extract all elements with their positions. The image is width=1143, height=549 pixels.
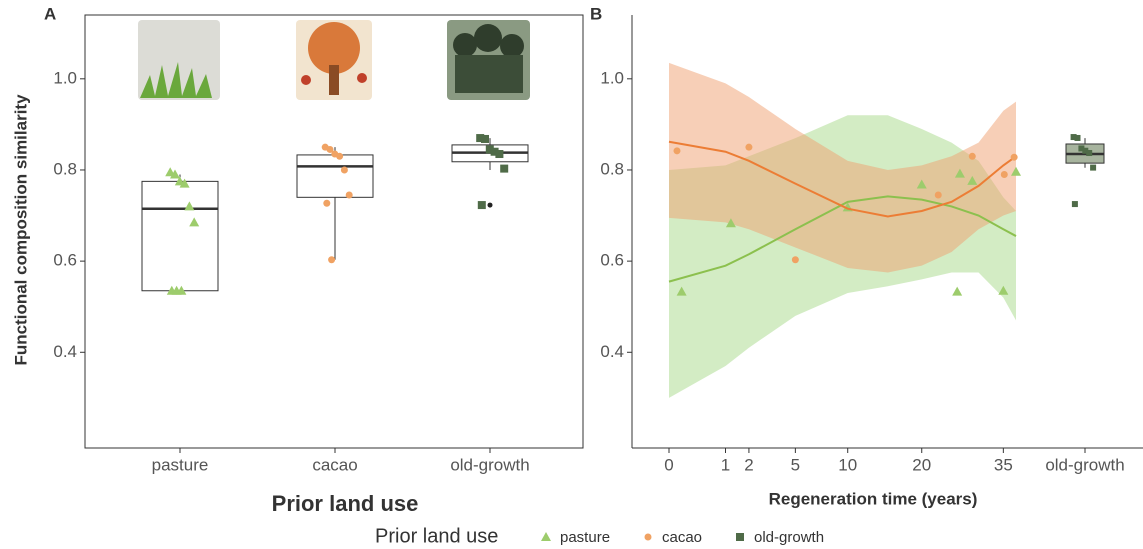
panel-label: B [590, 4, 602, 23]
point [500, 164, 509, 173]
tree [453, 33, 477, 57]
box [296, 154, 374, 198]
outlier [487, 202, 493, 208]
fit-line [668, 140, 1017, 218]
point [916, 179, 927, 189]
tree [474, 24, 502, 52]
cacao-icon [296, 20, 372, 100]
point [1078, 145, 1085, 152]
x-tick-label: 20 [912, 455, 931, 474]
tree-trunk [329, 65, 339, 95]
point [336, 152, 344, 160]
point [481, 134, 489, 143]
point [1070, 134, 1077, 141]
forest [455, 55, 523, 93]
x-axis-label: Regeneration time (years) [769, 489, 978, 508]
point [954, 168, 965, 178]
y-tick-label: 1.0 [53, 68, 77, 87]
y-axis-label: Functional composition similarity [11, 94, 30, 366]
y-tick-label: 0.4 [53, 342, 77, 361]
point [1011, 166, 1021, 176]
legend-key [644, 533, 652, 541]
old-growth-icon [447, 20, 530, 100]
legend-key [541, 532, 551, 541]
point [1082, 147, 1089, 154]
legend-title: Prior land use [375, 525, 498, 547]
point [1086, 150, 1093, 157]
point [968, 152, 976, 160]
x-tick-label: 2 [744, 455, 753, 474]
panel-label: A [44, 4, 56, 23]
legend-label: pasture [560, 529, 610, 546]
legend-label: old-growth [754, 529, 824, 546]
point [1090, 164, 1097, 171]
point [791, 256, 799, 264]
x-axis-label: Prior land use [272, 491, 419, 516]
y-tick-label: 0.8 [600, 159, 624, 178]
point [490, 147, 499, 156]
point [1010, 153, 1018, 161]
grass [140, 62, 212, 98]
point [176, 285, 187, 295]
point [170, 169, 180, 179]
point [477, 201, 486, 210]
legend-label: cacao [662, 529, 702, 546]
x-tick-label: pasture [152, 455, 209, 474]
x-tick-label: old-growth [1045, 455, 1124, 474]
pasture-icon [138, 20, 220, 100]
x-tick-label: 1 [721, 455, 730, 474]
x-tick-label: cacao [312, 455, 357, 474]
point [1000, 171, 1008, 179]
y-tick-label: 0.6 [600, 251, 624, 270]
point [934, 191, 942, 199]
x-tick-label: 35 [994, 455, 1013, 474]
point [326, 145, 334, 153]
point [745, 143, 753, 151]
point [345, 191, 353, 199]
x-tick-label: 0 [664, 455, 673, 474]
point [184, 201, 195, 211]
point [725, 218, 736, 228]
fit-line [668, 195, 1017, 283]
tree-crown [308, 22, 360, 74]
tree [500, 34, 524, 58]
legend-key [736, 533, 744, 541]
point [998, 285, 1009, 295]
confidence-band [669, 62, 1016, 273]
box [141, 180, 219, 292]
y-tick-label: 0.4 [600, 342, 624, 361]
point [676, 286, 687, 296]
point [952, 286, 963, 296]
point [340, 166, 348, 174]
y-tick-label: 1.0 [600, 68, 624, 87]
point [967, 175, 978, 185]
point [328, 256, 336, 264]
point [179, 178, 190, 188]
y-tick-label: 0.6 [53, 251, 77, 270]
point [673, 147, 681, 155]
point [189, 217, 200, 227]
point [485, 145, 494, 154]
icon-bg [138, 20, 220, 100]
point [1071, 201, 1078, 208]
y-tick-label: 0.8 [53, 159, 77, 178]
point [323, 199, 331, 207]
x-tick-label: 5 [791, 455, 800, 474]
point [495, 150, 504, 159]
leaf [301, 75, 311, 85]
point [1074, 134, 1081, 141]
point [476, 134, 485, 143]
x-tick-label: 10 [838, 455, 857, 474]
panel-a-frame [84, 14, 584, 449]
x-tick-label: old-growth [450, 455, 529, 474]
leaf [357, 73, 367, 83]
